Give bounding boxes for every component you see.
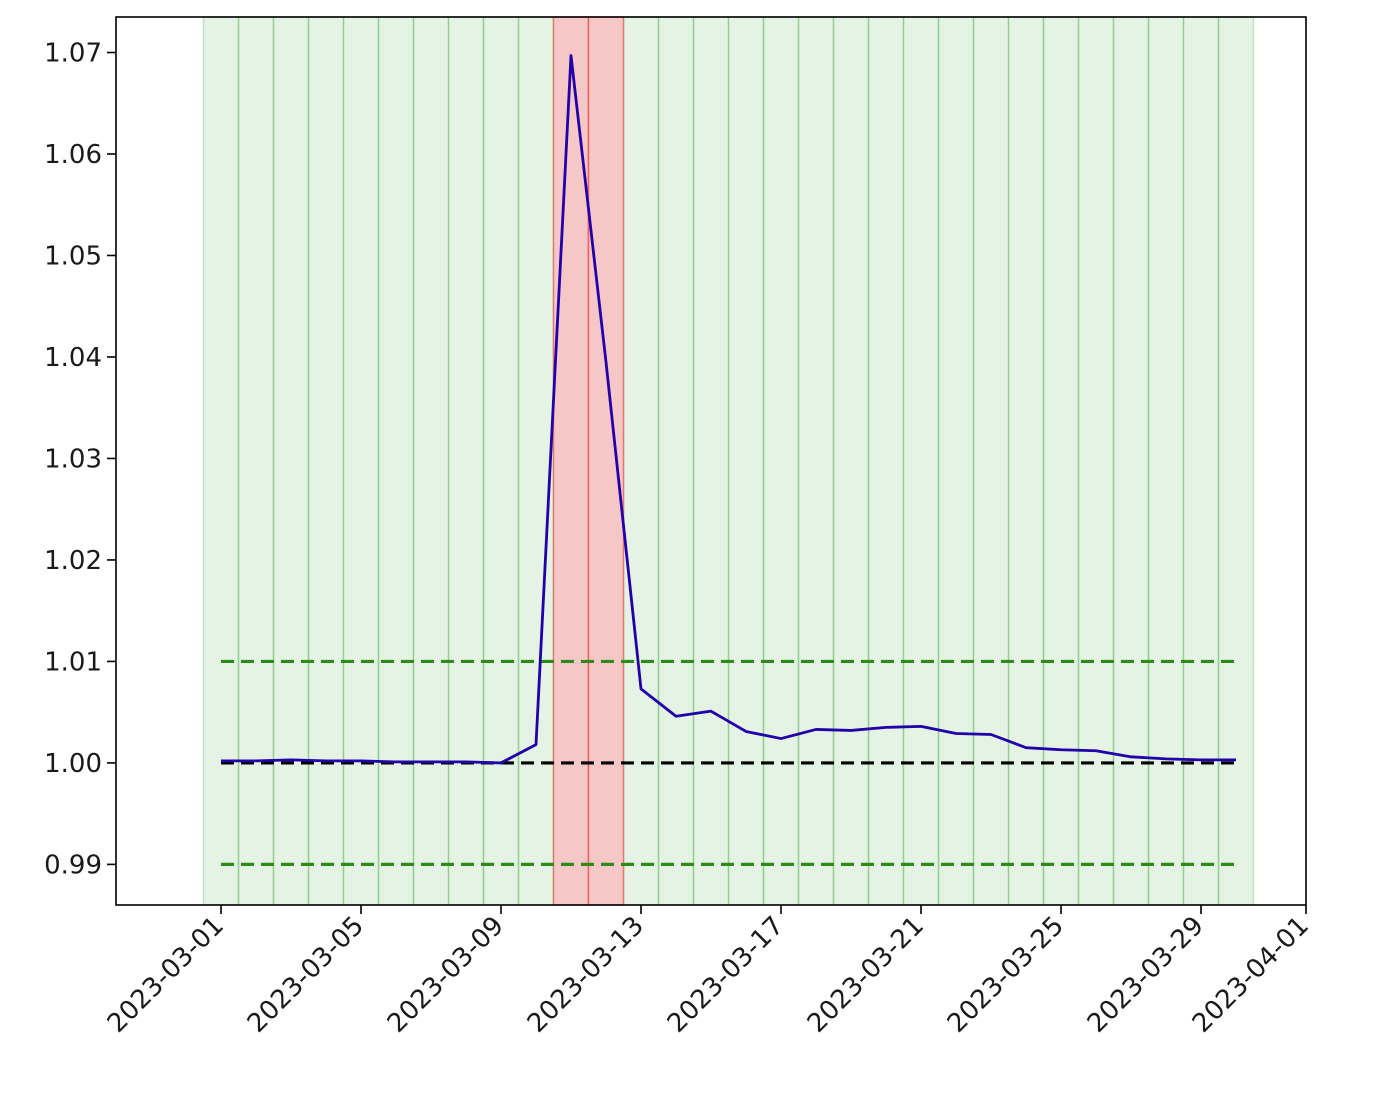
series-lines — [221, 54, 1236, 867]
y-tick-label-1.06: 1.06 — [44, 140, 102, 170]
y-tick-label-1.01: 1.01 — [44, 647, 102, 677]
span-green-2023-03-30 — [1217, 16, 1255, 906]
x-tick-label-2023-03-17: 2023-03-17 — [662, 911, 790, 1039]
y-tick-label-1.03: 1.03 — [44, 444, 102, 474]
shaded-spans — [202, 16, 1255, 906]
span-green-2023-03-18 — [797, 16, 835, 906]
x-tick-label-2023-03-09: 2023-03-09 — [382, 911, 510, 1039]
span-green-2023-03-29 — [1182, 16, 1220, 906]
y-tick-label-1.07: 1.07 — [44, 39, 102, 69]
y-tick-label-1.05: 1.05 — [44, 241, 102, 271]
span-green-2023-03-22 — [937, 16, 975, 906]
span-red-2023-03-12 — [587, 16, 625, 906]
span-green-2023-03-03 — [272, 16, 310, 906]
span-green-2023-03-14 — [657, 16, 695, 906]
x-axis: 2023-03-01 2023-03-05 2023-03-09 2023-03-13… — [102, 905, 1315, 1039]
span-green-2023-03-13 — [622, 16, 660, 906]
y-axis: 0.99 1.00 1.01 1.02 1.03 1.04 1.05 1.06 1.07 — [44, 39, 116, 880]
span-green-2023-03-15 — [692, 16, 730, 906]
span-green-2023-03-07 — [412, 16, 450, 906]
span-red-2023-03-11 — [552, 16, 590, 906]
span-green-2023-03-20 — [867, 16, 905, 906]
x-tick-label-2023-03-25: 2023-03-25 — [942, 911, 1070, 1039]
span-green-2023-03-17 — [762, 16, 800, 906]
span-green-2023-03-02 — [237, 16, 275, 906]
span-green-2023-03-05 — [342, 16, 380, 906]
x-tick-label-2023-03-05: 2023-03-05 — [242, 911, 370, 1039]
span-green-2023-03-21 — [902, 16, 940, 906]
x-tick-label-2023-03-13: 2023-03-13 — [522, 911, 650, 1039]
y-tick-label-1.00: 1.00 — [44, 749, 102, 779]
span-green-2023-03-01 — [202, 16, 240, 906]
span-green-2023-03-27 — [1112, 16, 1150, 906]
span-green-2023-03-25 — [1042, 16, 1080, 906]
x-tick-label-2023-03-21: 2023-03-21 — [802, 911, 930, 1039]
span-green-2023-03-24 — [1007, 16, 1045, 906]
x-tick-label-2023-03-01: 2023-03-01 — [102, 911, 230, 1039]
y-tick-label-0.99: 0.99 — [44, 850, 102, 880]
span-green-2023-03-06 — [377, 16, 415, 906]
span-green-2023-03-04 — [307, 16, 345, 906]
plot-frame — [115, 16, 1307, 906]
span-green-2023-03-16 — [727, 16, 765, 906]
span-green-2023-03-19 — [832, 16, 870, 906]
span-green-2023-03-08 — [447, 16, 485, 906]
span-green-2023-03-26 — [1077, 16, 1115, 906]
y-tick-label-1.02: 1.02 — [44, 546, 102, 576]
span-green-2023-03-10 — [517, 16, 555, 906]
span-green-2023-03-23 — [972, 16, 1010, 906]
span-green-2023-03-28 — [1147, 16, 1185, 906]
span-green-2023-03-09 — [482, 16, 520, 906]
y-tick-label-1.04: 1.04 — [44, 343, 102, 373]
series-line — [221, 54, 1236, 765]
